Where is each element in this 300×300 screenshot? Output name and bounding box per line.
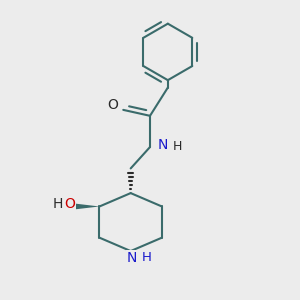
Text: H: H: [53, 197, 63, 211]
Text: O: O: [64, 197, 75, 211]
Text: H: H: [142, 251, 152, 264]
Text: N: N: [127, 251, 137, 265]
Polygon shape: [67, 202, 100, 210]
Text: O: O: [107, 98, 118, 112]
Text: N: N: [157, 138, 168, 152]
Text: H: H: [173, 140, 182, 153]
